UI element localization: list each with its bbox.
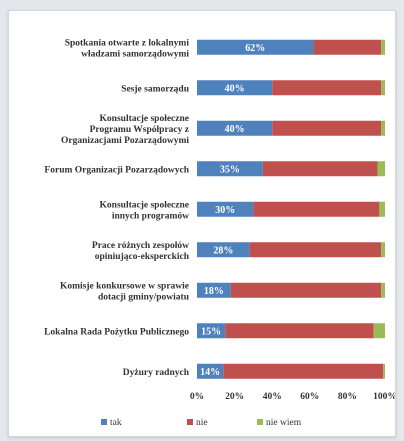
category-label: Forum Organizacji Pozarządowych [44, 165, 189, 175]
bar-segment-nie-wiem [373, 323, 385, 339]
bar-segment-tak [197, 242, 250, 258]
bar-segment-tak [197, 323, 226, 339]
bar-segment-tak [197, 363, 224, 379]
category-label: Komisje konkursowe w sprawie dotacji gmin… [60, 281, 190, 302]
category-label: Dyżury radnych [123, 368, 190, 378]
x-tick-label: 100% [373, 392, 395, 402]
bar-segment-nie [272, 80, 382, 96]
bar-segment-nie-wiem [379, 201, 385, 217]
bar-segment-tak [197, 120, 273, 136]
data-label: 14% [200, 367, 220, 378]
data-label: 18% [204, 286, 224, 297]
bar-segment-tak [197, 80, 273, 96]
category-label: Lokalna Rada Pożytku Publicznego [44, 327, 189, 337]
bar-segment-tak [197, 282, 231, 298]
category-label: Prace różnych zespołów opiniująco-eksperc… [92, 241, 190, 262]
bar-segment-nie [313, 39, 382, 55]
category-label: Sesje samorządu [121, 84, 190, 94]
data-label: 40% [225, 124, 245, 135]
data-label: 15% [201, 326, 221, 337]
category-label: Konsultacje społeczne Programu Współpracy… [61, 114, 190, 146]
legend-label: nie [196, 418, 208, 428]
bar-segment-nie-wiem [381, 242, 385, 258]
legend-label: tak [110, 418, 122, 428]
x-tick-label: 0% [190, 392, 204, 402]
bar-segment-nie [230, 282, 382, 298]
category-label: Konsultacje społeczne innych programów [100, 200, 190, 221]
data-label: 62% [245, 43, 265, 54]
legend-label: nie wiem [266, 418, 302, 428]
data-label: 30% [215, 205, 235, 216]
x-tick-label: 20% [225, 392, 244, 402]
x-tick-label: 80% [338, 392, 357, 402]
x-tick-label: 60% [300, 392, 319, 402]
x-tick-label: 40% [263, 392, 282, 402]
legend-swatch [187, 419, 193, 425]
bar-segment-nie [272, 120, 382, 136]
bar-segment-nie [223, 363, 384, 379]
bar-segment-tak [197, 201, 254, 217]
bar-segment-nie-wiem [381, 282, 385, 298]
bar-segment-nie-wiem [381, 80, 385, 96]
data-label: 35% [220, 164, 240, 175]
bar-segment-nie-wiem [381, 39, 385, 55]
bar-segment-nie-wiem [377, 161, 385, 177]
bar-segment-nie [249, 242, 382, 258]
chart-frame: Spotkania otwarte z lokalnymi władzami sa… [8, 10, 396, 437]
bar-segment-nie [253, 201, 380, 217]
bar-segment-nie [262, 161, 378, 177]
bar-segment-tak [197, 39, 314, 55]
category-label: Spotkania otwarte z lokalnymi władzami sa… [65, 38, 190, 59]
data-label: 28% [213, 245, 233, 256]
bar-segment-nie-wiem [383, 363, 385, 379]
legend-swatch [257, 419, 263, 425]
stacked-bar-chart: Spotkania otwarte z lokalnymi władzami sa… [44, 38, 395, 428]
legend-swatch [101, 419, 107, 425]
bar-segment-nie-wiem [381, 120, 385, 136]
bar-segment-tak [197, 161, 263, 177]
bar-segment-nie [225, 323, 374, 339]
data-label: 40% [225, 83, 245, 94]
